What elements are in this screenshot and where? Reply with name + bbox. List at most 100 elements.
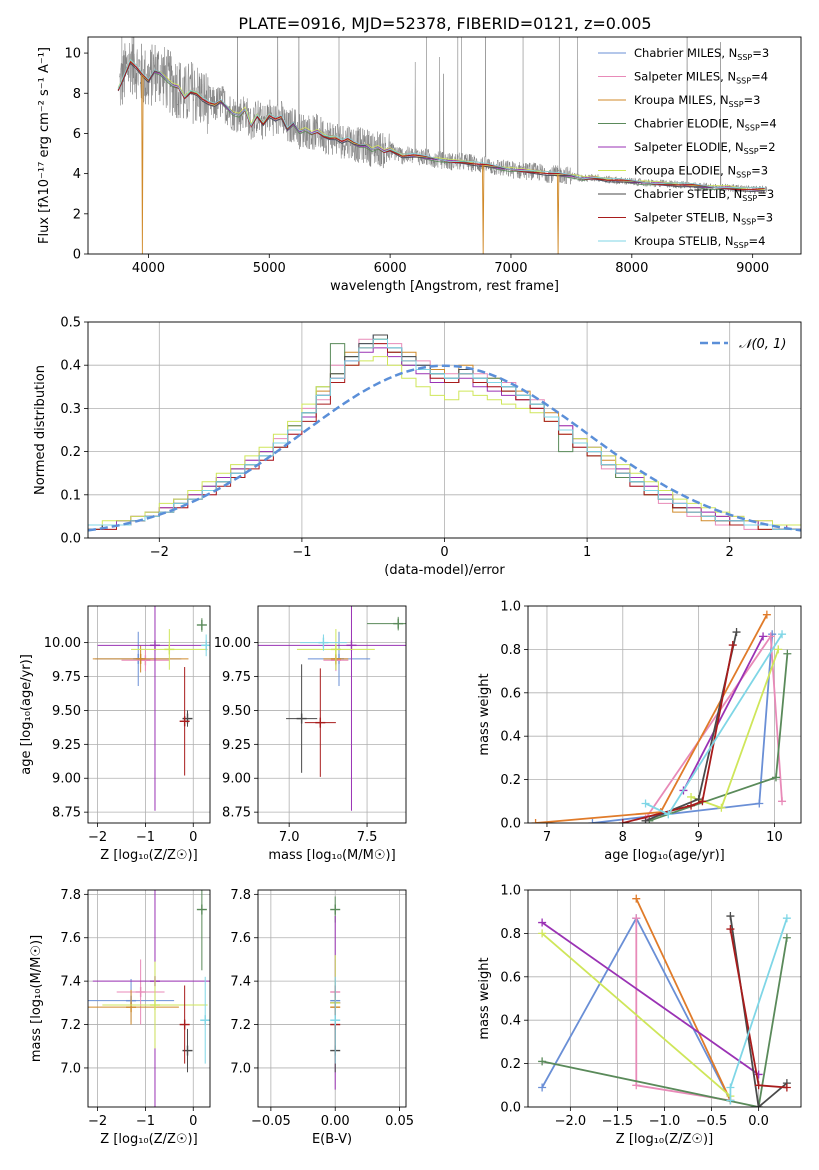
y-tick-label: 0.2: [500, 773, 521, 788]
legend-label: Salpeter ELODIE, NSSP=2: [634, 140, 776, 156]
legend-label: Chabrier ELODIE, NSSP=4: [634, 117, 777, 133]
masked-dip: [556, 174, 560, 254]
y-tick-label: 0.3: [60, 402, 81, 417]
x-axis-label: Z [log₁₀(Z/Z☉)]: [100, 848, 197, 863]
x-tick-label: 0.00: [321, 1114, 350, 1129]
weight-marker: [762, 610, 771, 619]
weight-marker: [759, 632, 768, 641]
y-tick-label: 7.0: [230, 1061, 251, 1076]
plot-area-weight_vs_age: [531, 610, 792, 823]
weight-marker: [783, 649, 792, 658]
y-tick-label: 0.4: [500, 1014, 521, 1029]
errorbar-point: [304, 668, 336, 777]
y-axis-label: mass [log₁₀(M/M☉)]: [29, 935, 44, 1062]
y-tick-label: 0.2: [60, 445, 81, 460]
x-tick-label: 0: [189, 1114, 197, 1129]
y-tick-label: 9.50: [222, 704, 251, 719]
errorbar-point: [121, 649, 170, 672]
weight-marker: [632, 914, 641, 923]
y-axis-label: mass weight: [477, 673, 492, 755]
weight-line-kroupa-stelib: [645, 633, 783, 816]
weight-marker: [726, 912, 735, 921]
masked-dip: [141, 75, 144, 254]
x-axis-label: (data-model)/error: [384, 563, 505, 578]
y-axis-label: Normed distribution: [33, 365, 48, 495]
y-tick-label: 0.4: [500, 730, 521, 745]
model-fit-line: [117, 62, 765, 193]
y-tick-label: 9.25: [52, 738, 81, 753]
y-tick-label: 9.75: [222, 670, 251, 685]
axes-frame: [87, 889, 211, 1108]
legend-label: Chabrier STELIB, NSSP=3: [634, 187, 774, 203]
y-tick-label: 0.2: [500, 1057, 521, 1072]
weight-marker: [782, 914, 791, 923]
legend-label: Kroupa STELIB, NSSP=4: [634, 234, 765, 250]
y-tick-label: 8.75: [52, 806, 81, 821]
y-tick-label: 7.6: [60, 931, 81, 946]
panel-mass_vs_ebv: −0.05 0.00 0.05 7.0 7.2 7.4 7.6 7.8 E(B-V): [230, 888, 414, 1147]
y-axis-label: mass weight: [477, 957, 492, 1039]
errorbar-point: [330, 976, 341, 1064]
y-tick-label: 8.75: [222, 806, 251, 821]
x-axis-label: E(B-V): [312, 1132, 352, 1147]
x-tick-label: 0.05: [385, 1114, 414, 1129]
x-tick-label: 5000: [253, 261, 286, 276]
axes-frame: [87, 605, 211, 824]
weight-marker: [755, 799, 764, 808]
x-tick-label: 0: [440, 545, 448, 560]
weight-line-chabrier-miles: [592, 634, 774, 823]
y-tick-label: 9.50: [52, 704, 81, 719]
y-tick-label: 7.2: [230, 1018, 251, 1033]
spectrum-legend: Chabrier MILES, NSSP=3 Salpeter MILES, NS…: [598, 46, 777, 250]
weight-marker: [754, 1103, 763, 1107]
plot-area-mass_vs_ebv: [330, 896, 341, 1090]
weight-line-chabrier-elodie: [541, 937, 788, 1107]
y-tick-label: 7.0: [60, 1061, 81, 1076]
weight-marker: [726, 925, 735, 934]
errorbar-point: [201, 634, 210, 657]
y-tick-label: 7.6: [230, 931, 251, 946]
weight-line-salpeter-stelib: [622, 644, 734, 823]
weight-marker: [687, 792, 696, 801]
y-tick-label: 7.2: [60, 1018, 81, 1033]
errorbar-point: [102, 961, 208, 1049]
weight-marker: [717, 803, 726, 812]
axes-frame: [87, 36, 802, 255]
errorbar-point: [179, 667, 190, 776]
x-tick-label: −1.5: [602, 1114, 634, 1129]
y-tick-label: 9.00: [52, 772, 81, 787]
model-fit-line: [117, 58, 765, 189]
y-tick-label: 0.6: [500, 970, 521, 985]
x-tick-label: 2: [726, 545, 734, 560]
axes-frame: [527, 605, 802, 824]
plot-area-weight_vs_z: [538, 894, 791, 1107]
legend-label: Kroupa ELODIE, NSSP=3: [634, 164, 768, 180]
x-tick-label: 10: [766, 830, 783, 845]
weight-line-salpeter-elodie: [541, 921, 760, 1076]
plot-area-mass_vs_z: [88, 890, 210, 1107]
weight-line-kroupa-elodie: [541, 932, 731, 1097]
y-axis-label: age [log₁₀(age/yr)]: [19, 654, 34, 775]
x-tick-label: 7.0: [279, 830, 300, 845]
x-tick-label: 8000: [615, 261, 648, 276]
plot-area-age_vs_mass: [258, 606, 406, 811]
y-tick-label: 0.8: [500, 643, 521, 658]
weight-marker: [641, 816, 650, 823]
x-tick-label: 9000: [736, 261, 769, 276]
y-tick-label: 0.6: [500, 686, 521, 701]
x-tick-label: −2: [88, 830, 107, 845]
x-axis-label: age [log₁₀(age/yr)]: [604, 848, 725, 863]
x-tick-label: 7.5: [357, 830, 378, 845]
figure-title: PLATE=0916, MJD=52378, FIBERID=0121, z=0…: [238, 14, 651, 33]
y-tick-label: 7.8: [60, 888, 81, 903]
y-tick-label: 10.00: [214, 636, 251, 651]
plot-area-residuals: [88, 334, 801, 538]
masked-dip: [481, 164, 485, 254]
model-fit-line: [117, 60, 765, 191]
x-tick-label: −1: [292, 545, 311, 560]
x-tick-label: −2: [150, 545, 169, 560]
y-tick-label: 1.0: [500, 600, 521, 615]
axes-frame: [527, 889, 802, 1108]
y-tick-label: 7.4: [230, 975, 251, 990]
histogram-kroupa-elodie: [88, 356, 801, 538]
